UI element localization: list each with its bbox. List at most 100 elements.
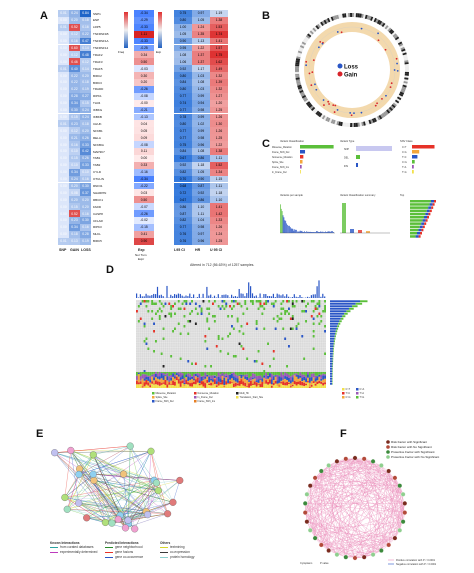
snv-class-label: T>G [402, 171, 407, 174]
mutation-cell [153, 350, 155, 353]
cnv-point [377, 32, 379, 35]
chromosome-band [396, 39, 402, 44]
titv-bar [206, 382, 209, 388]
correlation-edge [305, 512, 338, 555]
mutation-cell [318, 300, 321, 303]
sample-bar [306, 231, 307, 233]
ppi-node [108, 519, 116, 527]
gene-freq-bar [332, 372, 333, 375]
titv-bar [183, 378, 186, 383]
chromosome-band [364, 14, 368, 20]
variant-class-label: Nonsense_Mutation [272, 156, 293, 159]
heatmap-cell: 0.30 [80, 182, 91, 190]
titv-bar [156, 378, 159, 382]
chromosome-band [398, 93, 404, 97]
ppi-edge [127, 490, 159, 521]
titv-bar [316, 372, 319, 376]
cnv-point [396, 62, 398, 65]
sample-bar [310, 232, 312, 233]
titv-bar [263, 375, 266, 378]
hr-cell: 0.99 [192, 127, 210, 135]
chromosome-band [325, 18, 329, 24]
chromosome-band [393, 101, 399, 106]
titv-bar [170, 384, 173, 386]
hr-cell: 1.33 [210, 217, 228, 224]
hr-cell: 1.05 [174, 30, 192, 38]
tmb-bar [172, 296, 174, 298]
cnv-point [315, 88, 318, 91]
mutation-cell [303, 310, 306, 313]
tmb-bar [198, 293, 200, 298]
titv-bar [153, 373, 155, 378]
top-gene-bar [431, 200, 434, 203]
mutation-cell [143, 325, 146, 328]
gene-freq-bar [330, 312, 345, 315]
chromosome-band [338, 14, 341, 19]
heatmap-cell: 0.33 [80, 161, 91, 169]
hr-cell: 1.39 [210, 79, 228, 86]
titv-bar [208, 383, 211, 386]
sample-bar [287, 224, 288, 233]
heatmap-cell: 0.48 [80, 51, 91, 59]
correlation-edge [336, 461, 389, 546]
titv-bar [187, 372, 190, 374]
correlation-edge [315, 503, 405, 539]
mutation-cell [156, 310, 159, 313]
titv-bar [198, 380, 201, 384]
mutation-cell [305, 305, 307, 308]
correlation-edge [310, 530, 329, 551]
hr-cell: 0.77 [174, 127, 192, 135]
panel-d-oncoplot: Missense_MutationSplice_SiteFrame_Shift_… [135, 280, 368, 403]
titv-bar [272, 383, 275, 386]
titv-bar [303, 372, 306, 375]
titv-bar [272, 375, 275, 377]
chromosome-band [404, 62, 409, 65]
cnv-point [327, 100, 330, 103]
correlation-edge [314, 477, 346, 558]
correlation-edge [345, 554, 374, 558]
titv-bar [255, 376, 258, 381]
gene-freq-bar [338, 322, 341, 325]
chromosome-band [321, 114, 326, 120]
chromosome-band [383, 23, 388, 29]
chromosome-band [323, 19, 328, 25]
mutation-cell [234, 300, 237, 303]
titv-bar [248, 380, 250, 382]
mutation-cell [213, 315, 216, 318]
top-gene-bar [426, 209, 430, 213]
top-gene-bar [429, 209, 432, 213]
mutation-cell [320, 315, 323, 318]
correlation-edge [315, 461, 374, 479]
expression-cell: 0.33 [134, 161, 154, 169]
chromosome-band [295, 64, 300, 67]
chromosome-band [303, 98, 309, 102]
titv-bar [267, 384, 269, 388]
chromosome-band [344, 122, 347, 127]
top-gene-bar [429, 203, 433, 206]
mutation-cell [280, 307, 283, 310]
correlation-edge [315, 537, 356, 559]
gene-freq-bar [333, 342, 335, 345]
mutation-cell [284, 312, 287, 315]
heatmap-cell: 0.00 [58, 203, 69, 211]
expression-cell: -0.16 [134, 168, 154, 176]
chromosome-band [328, 118, 333, 123]
titv-bar [158, 381, 161, 386]
hr-cell: 1.03 [192, 85, 210, 93]
ppi-node [83, 514, 91, 522]
gene-label: NFKBIA [93, 142, 104, 147]
correlation-edge [336, 465, 382, 555]
correlation-edge [388, 471, 400, 531]
titv-bar [299, 372, 302, 376]
correlation-edge [328, 465, 404, 495]
heatmap-cell: 0.16 [80, 175, 91, 183]
titv-bar [168, 382, 171, 385]
correlation-edge [321, 470, 374, 555]
titv-bar [314, 383, 317, 386]
titv-bar [276, 374, 279, 381]
titv-bar [137, 372, 140, 375]
titv-bar [286, 373, 288, 377]
chromosome-band [295, 79, 301, 82]
titv-bar [215, 372, 218, 377]
tmb-bar [272, 293, 274, 298]
